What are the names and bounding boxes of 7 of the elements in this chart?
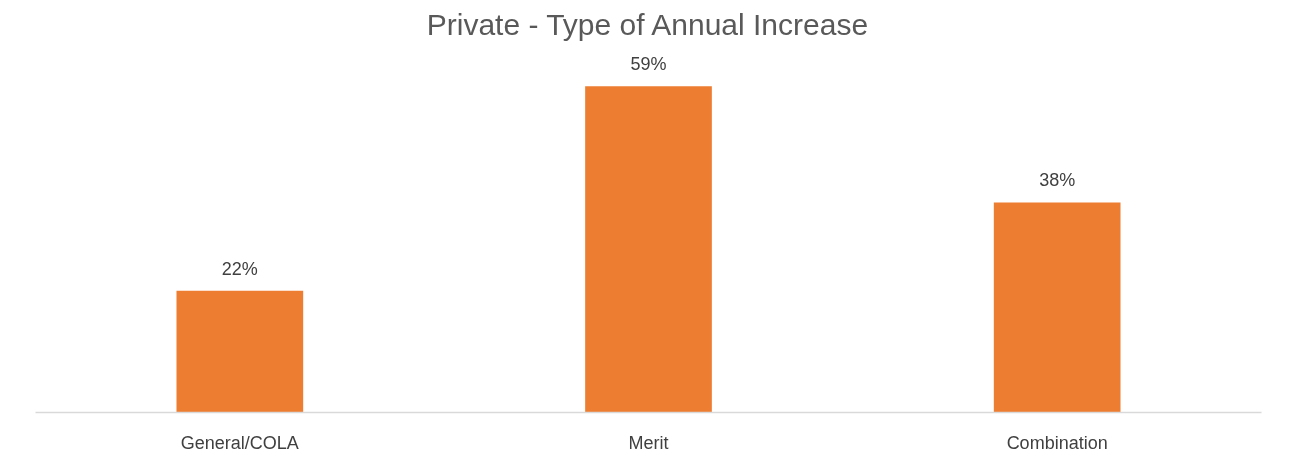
x-tick-label: Merit: [628, 432, 669, 453]
x-tick-label: Combination: [1006, 432, 1108, 453]
data-label: 38%: [1039, 170, 1076, 191]
data-label: 59%: [630, 54, 667, 75]
chart-title: Private - Type of Annual Increase: [426, 7, 869, 41]
data-label: 22%: [221, 258, 258, 279]
x-tick-label: General/COLA: [180, 432, 299, 453]
